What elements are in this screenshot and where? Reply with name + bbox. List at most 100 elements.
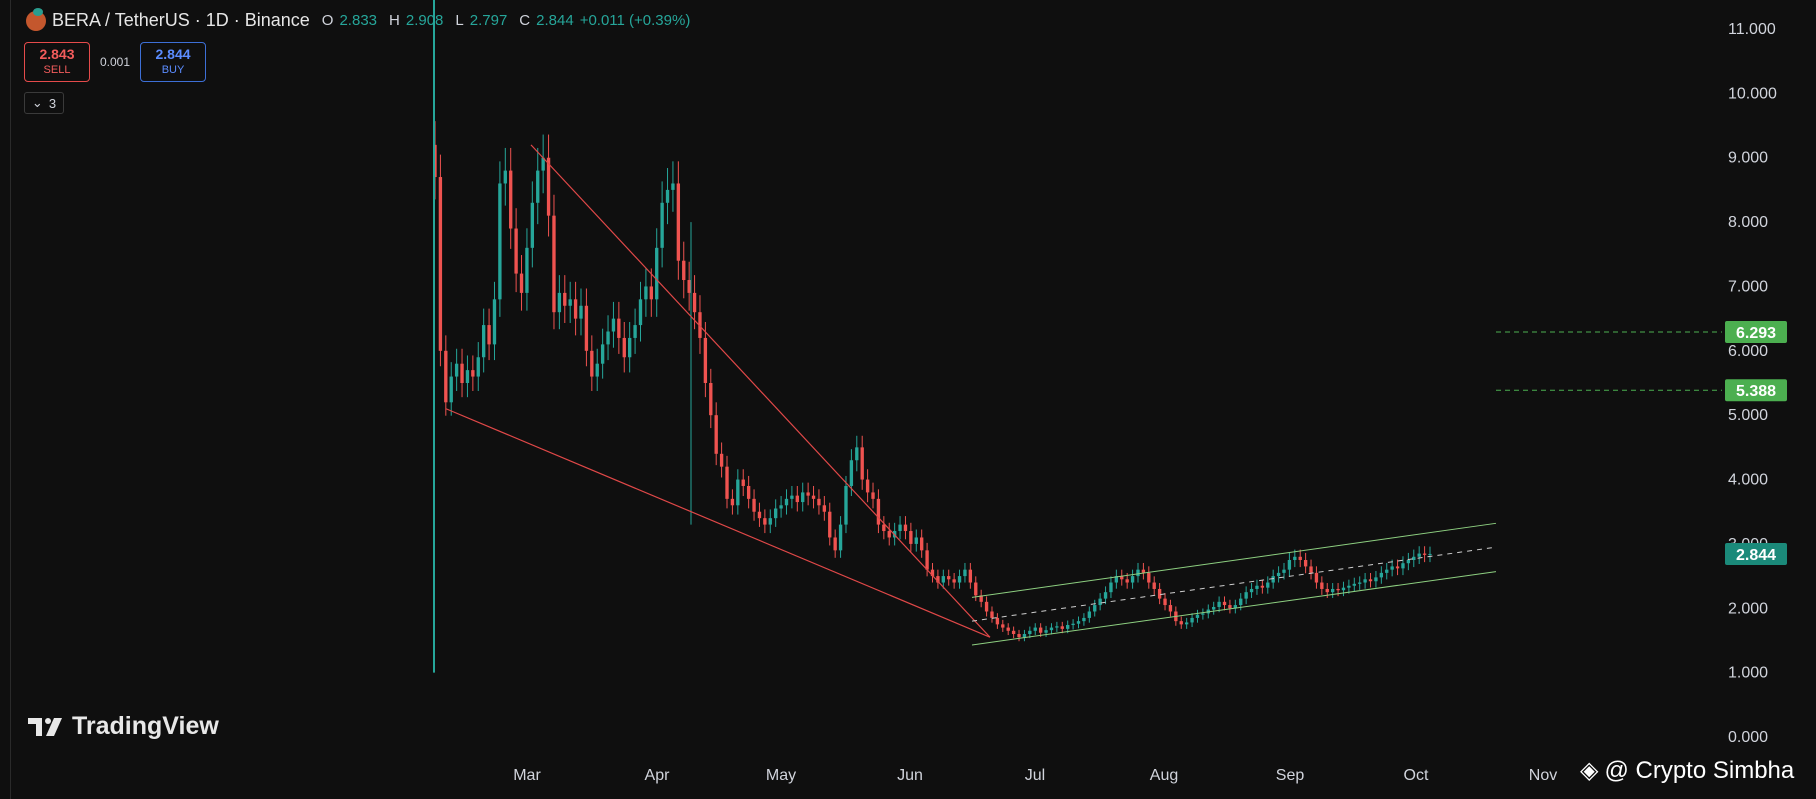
candle-body xyxy=(784,498,789,506)
candle-body xyxy=(1179,621,1183,625)
candle-body xyxy=(676,183,681,261)
bera-logo-icon xyxy=(26,7,46,31)
candle-body xyxy=(622,337,626,358)
close-value: 2.844 xyxy=(536,12,574,29)
channel-lower-line xyxy=(971,571,1497,646)
channel-upper-line xyxy=(971,522,1497,598)
y-tick-label: 5.000 xyxy=(1728,407,1768,424)
y-tick-label: 9.000 xyxy=(1728,150,1768,167)
candle-body xyxy=(471,370,475,377)
candle-body xyxy=(660,202,664,248)
candle-body xyxy=(584,305,589,351)
candle-body xyxy=(1358,582,1362,584)
candle-body xyxy=(779,505,783,509)
candle-body xyxy=(1336,588,1340,591)
candle-body xyxy=(465,370,470,383)
candle-body xyxy=(855,447,859,461)
buy-button[interactable]: 2.844 BUY xyxy=(140,42,207,82)
candle-body xyxy=(682,260,686,281)
candle-body xyxy=(746,485,751,499)
candle-body xyxy=(1049,627,1054,631)
indicators-toggle-button[interactable]: ⌄ 3 xyxy=(24,92,64,114)
candle-body xyxy=(1017,634,1021,638)
candle-body xyxy=(774,508,778,519)
candle-body xyxy=(1406,560,1411,564)
candle-body xyxy=(1163,598,1167,606)
y-tick-label: 7.000 xyxy=(1728,278,1768,295)
candle-body xyxy=(1325,588,1329,593)
candle-body xyxy=(1109,582,1113,593)
candle-body xyxy=(454,363,459,377)
candle-body xyxy=(627,337,632,358)
candle-body xyxy=(530,202,535,248)
candle-body xyxy=(1006,627,1010,631)
candle-body xyxy=(1249,588,1254,593)
price-label-value: 2.844 xyxy=(1736,547,1776,564)
symbol-title[interactable]: BERA / TetherUS · 1D · Binance xyxy=(52,10,310,30)
candle-body xyxy=(481,325,486,358)
candle-body xyxy=(1422,553,1427,555)
candle-body xyxy=(687,280,691,293)
diamond-logo-icon: ◈ xyxy=(1580,757,1599,784)
candle-body xyxy=(1076,621,1081,624)
sell-price: 2.843 xyxy=(39,46,75,62)
candle-body xyxy=(860,447,864,480)
candle-body xyxy=(692,292,697,313)
candle-body xyxy=(871,492,875,499)
y-tick-label: 2.000 xyxy=(1728,600,1768,617)
candle-body xyxy=(525,247,529,293)
candle-body xyxy=(1379,572,1384,578)
x-tick-label: Nov xyxy=(1529,767,1557,784)
candle-body xyxy=(725,466,729,499)
y-tick-label: 6.000 xyxy=(1728,343,1768,360)
candle-body xyxy=(1395,566,1400,569)
change-value: +0.011 (+0.39%) xyxy=(579,12,691,29)
candle-body xyxy=(898,524,902,532)
candle-body xyxy=(963,569,967,577)
candle-body xyxy=(936,576,940,583)
candle-body xyxy=(563,292,567,306)
y-tick-label: 8.000 xyxy=(1728,214,1768,231)
candle-body xyxy=(1417,553,1421,557)
candle-body xyxy=(1260,585,1265,588)
candle-body xyxy=(1341,587,1346,591)
candle-body xyxy=(1276,572,1281,577)
candle-body xyxy=(1352,583,1356,586)
candle-body xyxy=(573,299,578,319)
candle-body xyxy=(941,576,945,583)
candle-body xyxy=(925,550,929,570)
candle-body xyxy=(1314,572,1319,583)
candle-body xyxy=(1152,582,1156,589)
candle-body xyxy=(1233,605,1238,609)
candle-body xyxy=(514,228,518,274)
spread-value: 0.001 xyxy=(100,55,131,69)
candle-body xyxy=(1320,582,1324,589)
candle-body xyxy=(1147,572,1151,583)
candle-body xyxy=(1044,630,1048,633)
candle-body xyxy=(1028,630,1032,635)
candle-body xyxy=(1255,585,1259,589)
low-value: 2.797 xyxy=(469,12,508,29)
candle-body xyxy=(617,318,621,338)
candle-body xyxy=(1195,614,1200,618)
candle-body xyxy=(611,318,616,332)
x-tick-label: Apr xyxy=(645,767,671,784)
candle-body xyxy=(1033,627,1037,631)
trade-panel: 2.843 SELL 0.001 2.844 BUY xyxy=(24,42,207,82)
candle-body xyxy=(1022,634,1027,638)
candle-body xyxy=(909,531,913,544)
candle-body xyxy=(1190,617,1194,623)
sell-button[interactable]: 2.843 SELL xyxy=(24,42,90,82)
candle-body xyxy=(1390,566,1394,570)
candle-body xyxy=(811,495,816,499)
candle-body xyxy=(568,299,572,306)
candle-body xyxy=(833,537,837,551)
candle-body xyxy=(1363,579,1367,583)
x-tick-label: Sep xyxy=(1276,767,1305,784)
candle-body xyxy=(752,498,756,512)
candle-body xyxy=(741,479,745,486)
candle-body xyxy=(665,189,670,203)
candle-body xyxy=(768,518,772,525)
